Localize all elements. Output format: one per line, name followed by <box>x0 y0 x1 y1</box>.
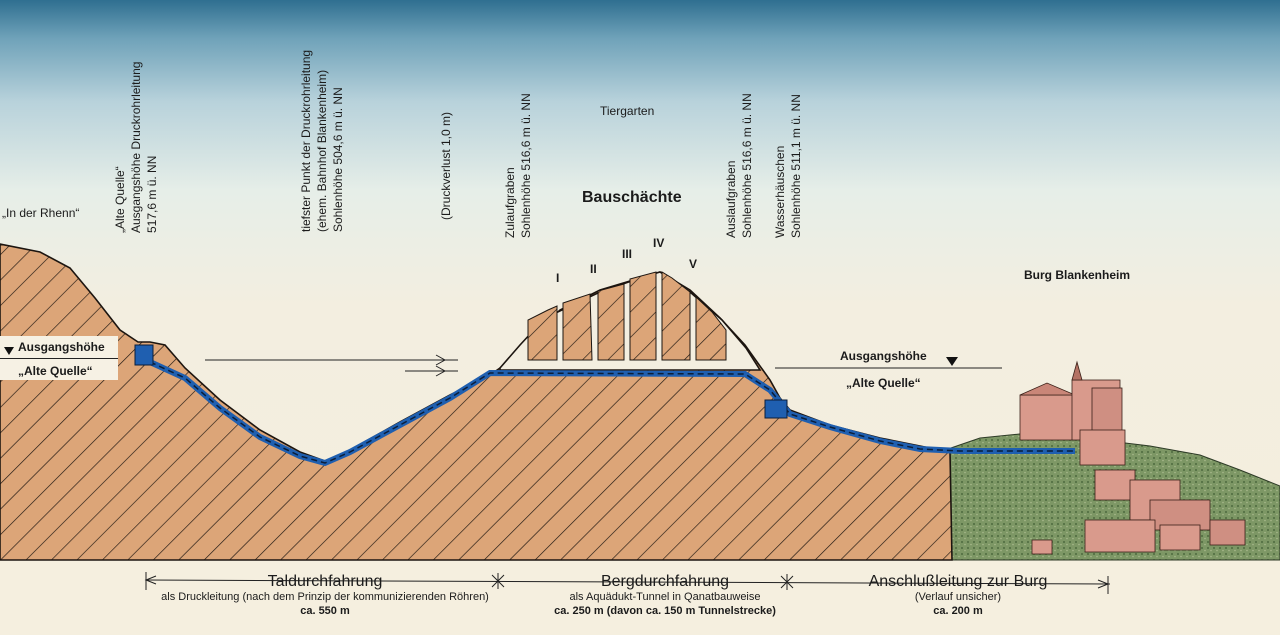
shaft-label-2: II <box>590 262 597 276</box>
divider-star-1-icon <box>491 573 505 589</box>
section-bergdurchfahrung: Bergdurchfahrung als Aquädukt-Tunnel in … <box>520 573 810 618</box>
vertical-line: Sohlenhöhe 516,6 m ü. NN <box>740 93 754 238</box>
terrain-profile <box>0 243 953 561</box>
label-in-der-rhenn: „In der Rhenn“ <box>2 206 80 220</box>
divider-star-2-icon <box>780 574 794 590</box>
label-druckverlust: (Druckverlust 1,0 m) <box>438 112 454 220</box>
section-distance: ca. 250 m (davon ca. 150 m Tunnelstrecke… <box>554 605 776 617</box>
label-right-ausgangshoehe: Ausgangshöhe <box>840 349 927 363</box>
section-anschlussleitung: Anschlußleitung zur Burg (Verlauf unsich… <box>848 573 1068 618</box>
label-right-alte-quelle: „Alte Quelle“ <box>846 376 921 390</box>
section-distance: ca. 550 m <box>300 605 350 617</box>
section-subtitle: als Druckleitung (nach dem Prinzip der k… <box>161 591 489 603</box>
shaft-blocks <box>527 271 727 361</box>
section-title: Bergdurchfahrung <box>600 573 730 590</box>
vertical-line: Sohlenhöhe 516,6 m ü. NN <box>519 93 533 238</box>
vertical-line: Wasserhäuschen <box>773 145 787 238</box>
label-wasserhaeuschen: Wasserhäuschen Sohlenhöhe 511,1 m ü. NN <box>772 94 804 238</box>
shaft-label-4: IV <box>653 236 665 250</box>
label-left-alte-quelle: „Alte Quelle“ <box>18 364 93 378</box>
shaft-label-1: I <box>556 271 560 285</box>
label-auslaufgraben: Auslaufgraben Sohlenhöhe 516,6 m ü. NN <box>723 93 755 238</box>
level-marker-left-icon <box>4 347 14 355</box>
label-tiergarten: Tiergarten <box>600 104 655 118</box>
vertical-line: „Alte Quelle“ <box>113 166 127 233</box>
label-zulaufgraben: Zulaufgraben Sohlenhöhe 516,6 m ü. NN <box>502 93 534 238</box>
castle-illustration <box>1019 360 1246 555</box>
label-alte-quelle-vertical: „Alte Quelle“ Ausgangshöhe Druckrohrleit… <box>112 62 160 233</box>
label-tiefster-punkt: tiefster Punkt der Druckrohrleitung (ehe… <box>298 50 346 232</box>
section-subtitle: (Verlauf unsicher) <box>914 591 1002 603</box>
arrow-right-icon <box>1097 579 1110 589</box>
left-level-line <box>0 358 118 359</box>
section-subtitle: als Aquädukt-Tunnel in Qanatbauweise <box>569 591 761 603</box>
vertical-line: tiefster Punkt der Druckrohrleitung <box>299 49 313 232</box>
wasserhaeuschen-box <box>764 399 788 419</box>
label-bauschaechte: Bauschächte <box>582 189 682 206</box>
label-burg-blankenheim: Burg Blankenheim <box>1024 268 1131 282</box>
bottom-strip <box>0 558 1280 635</box>
vertical-line: 517,6 m ü. NN <box>145 155 159 233</box>
vertical-line: Zulaufgraben <box>503 167 517 238</box>
section-title: Anschlußleitung zur Burg <box>868 573 1048 590</box>
shaft-label-3: III <box>622 247 633 261</box>
spring-box <box>134 344 154 366</box>
label-left-ausgangshoehe: Ausgangshöhe <box>18 340 105 354</box>
section-taldurchfahrung: Taldurchfahrung als Druckleitung (nach d… <box>140 573 510 618</box>
arrow-left-icon <box>144 575 157 585</box>
vertical-line: Sohlenhöhe 511,1 m ü. NN <box>789 94 803 238</box>
section-distance: ca. 200 m <box>933 605 983 617</box>
vertical-line: Auslaufgraben <box>724 160 738 238</box>
section-title: Taldurchfahrung <box>267 573 383 590</box>
level-marker-right-icon <box>946 357 958 366</box>
vertical-line: Sohlenhöhe 504,6 m ü. NN <box>331 87 345 232</box>
vertical-line: Ausgangshöhe Druckrohrleitung <box>129 61 143 233</box>
shaft-label-5: V <box>689 257 698 271</box>
vertical-line: (ehem. Bahnhof Blankenheim) <box>315 69 329 232</box>
vertical-line: (Druckverlust 1,0 m) <box>439 111 453 220</box>
